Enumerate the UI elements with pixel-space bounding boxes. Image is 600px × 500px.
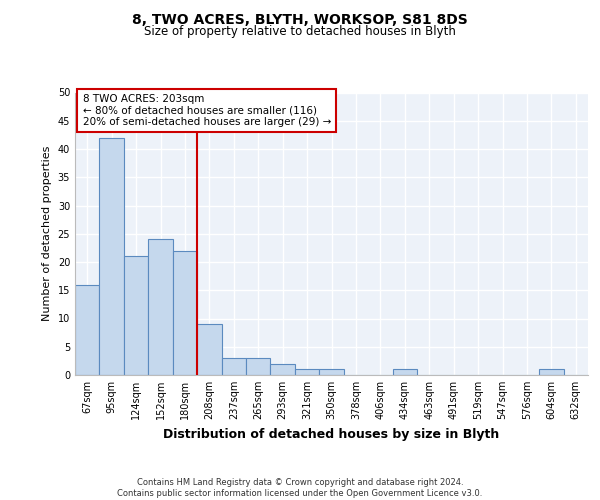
X-axis label: Distribution of detached houses by size in Blyth: Distribution of detached houses by size … xyxy=(163,428,500,440)
Bar xyxy=(100,138,124,375)
Bar xyxy=(319,370,344,375)
Text: Size of property relative to detached houses in Blyth: Size of property relative to detached ho… xyxy=(144,25,456,38)
Bar xyxy=(75,284,100,375)
Bar xyxy=(295,370,319,375)
Bar xyxy=(246,358,271,375)
Y-axis label: Number of detached properties: Number of detached properties xyxy=(42,146,52,322)
Text: 8, TWO ACRES, BLYTH, WORKSOP, S81 8DS: 8, TWO ACRES, BLYTH, WORKSOP, S81 8DS xyxy=(132,12,468,26)
Text: 8 TWO ACRES: 203sqm
← 80% of detached houses are smaller (116)
20% of semi-detac: 8 TWO ACRES: 203sqm ← 80% of detached ho… xyxy=(83,94,331,127)
Bar xyxy=(271,364,295,375)
Bar xyxy=(221,358,246,375)
Text: Contains HM Land Registry data © Crown copyright and database right 2024.
Contai: Contains HM Land Registry data © Crown c… xyxy=(118,478,482,498)
Bar xyxy=(148,240,173,375)
Bar xyxy=(539,370,563,375)
Bar xyxy=(197,324,221,375)
Bar xyxy=(173,250,197,375)
Bar xyxy=(392,370,417,375)
Bar xyxy=(124,256,148,375)
